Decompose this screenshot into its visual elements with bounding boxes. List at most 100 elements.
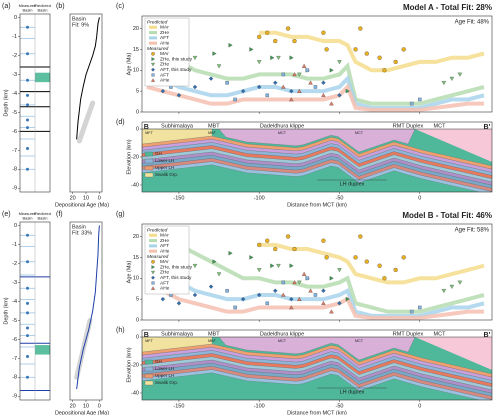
marker: [208, 284, 214, 289]
panel-label: (g): [116, 211, 125, 218]
y-tick-label: -20: [131, 154, 139, 160]
sample-dot: [26, 93, 29, 97]
marker: [418, 97, 422, 102]
marker: [151, 270, 155, 275]
y-axis-label: Depth (km): [3, 297, 9, 324]
marker: [321, 300, 326, 306]
marker: [329, 276, 334, 281]
marker: [151, 51, 155, 56]
marker: [324, 47, 329, 52]
marker: [270, 263, 275, 268]
y-tick-label: 10: [133, 276, 139, 282]
section-label: Subhimalaya: [161, 123, 194, 129]
marker: [276, 55, 281, 61]
y-tick-label: 0: [14, 223, 17, 229]
marker: [257, 242, 262, 248]
marker: [256, 60, 262, 65]
y-tick-label: -9: [12, 186, 17, 192]
sample-dot: [26, 334, 29, 338]
y-tick-label: -7: [12, 356, 17, 362]
column-header: Predicted: [34, 3, 51, 8]
legend-swatch: [144, 158, 154, 164]
marker: [313, 293, 318, 297]
marker: [301, 63, 307, 68]
marker: [289, 88, 294, 94]
section-label: MBT: [208, 339, 217, 343]
marker: [228, 250, 233, 256]
marker: [281, 72, 286, 77]
plot-frame: [69, 221, 103, 401]
section-layers: [142, 330, 492, 400]
section-label: MBT: [208, 123, 220, 129]
y-tick-label: -5: [12, 318, 17, 324]
sample-dot: [26, 25, 29, 29]
marker: [441, 289, 447, 294]
plot-area: [146, 234, 485, 320]
x-tick-label: -150: [173, 195, 184, 201]
marker: [297, 296, 302, 301]
legend-label: Lower LH: [155, 158, 174, 163]
gh-wedge: [415, 129, 492, 162]
marker: [257, 34, 262, 40]
plot-frame: [141, 15, 493, 113]
predicted-basin: [35, 72, 50, 83]
x-tick-label: 20: [70, 195, 76, 201]
marker: [401, 47, 406, 52]
legend-label: AHe: [160, 78, 170, 84]
section-label: RMT Duplex: [393, 123, 424, 129]
section-layers: [142, 122, 492, 192]
marker: [409, 309, 414, 314]
legend-label: Upper LH: [155, 165, 174, 170]
y-tick-label: 5: [136, 89, 139, 95]
marker: [265, 30, 270, 35]
marker: [289, 55, 294, 60]
x-tick-label: -50: [336, 195, 344, 201]
marker: [192, 55, 198, 61]
legend-label: AFT, this study: [160, 275, 192, 281]
predicted-line: [146, 284, 484, 320]
fit-annotation: Basin: [72, 16, 86, 22]
rock-layer: [142, 369, 492, 400]
marker: [265, 238, 270, 243]
marker: [225, 81, 229, 85]
legend-label: AHe: [160, 248, 170, 254]
marker: [151, 67, 155, 72]
chart-title: Model A - Total Fit: 28%: [403, 3, 492, 12]
rock-layer: [142, 161, 492, 192]
y-tick-label: -6: [12, 129, 17, 135]
marker: [151, 281, 155, 285]
y-tick-label: 0: [136, 109, 139, 115]
y-tick-label: -6: [12, 337, 17, 343]
marker: [285, 234, 291, 239]
panel-label: (a): [2, 3, 11, 10]
legend-swatch: [144, 165, 154, 171]
marker: [192, 263, 198, 269]
marker: [216, 272, 222, 277]
x-tick-label: 10: [83, 403, 89, 409]
section-label: Dadeldhura klippe: [260, 123, 304, 129]
x-axis-label: Depositional Age (Ma): [55, 202, 109, 208]
marker: [212, 51, 217, 56]
legend-label: ZHe: [160, 62, 169, 68]
y-axis-label: Elevation (km): [126, 347, 132, 382]
marker: [324, 255, 329, 260]
sample-dot: [26, 167, 29, 171]
legend-label: Sivalik Grp.: [155, 172, 178, 177]
panel-label: (d): [116, 119, 125, 126]
legend-label: AFT: [160, 35, 169, 41]
column-header: Predicted: [34, 211, 51, 216]
marker: [270, 55, 275, 60]
gh-wedge: [415, 337, 492, 370]
marker: [151, 62, 155, 67]
x-tick-label: -50: [336, 403, 344, 409]
panel-label: (e): [2, 211, 11, 218]
klippe: [218, 128, 416, 153]
plot-frame: [141, 223, 493, 321]
marker: [281, 280, 286, 285]
section-label: MBT: [208, 331, 220, 337]
plot-frame: [19, 13, 51, 193]
plot-bg: [142, 16, 492, 112]
legend-label: AFT, this study: [160, 67, 192, 73]
marker: [240, 296, 246, 302]
